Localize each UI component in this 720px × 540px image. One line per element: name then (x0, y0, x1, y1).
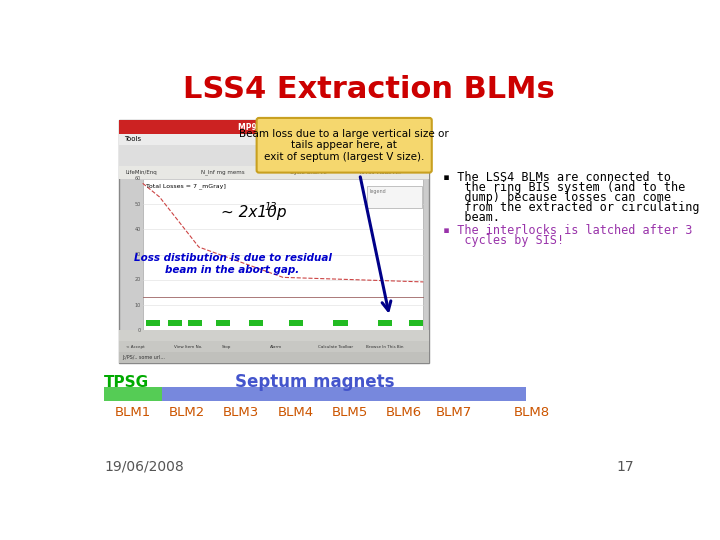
Text: Stop: Stop (222, 345, 231, 349)
Bar (120, 156, 429, 166)
Bar (162, 387, 526, 401)
Text: dump) because losses can come: dump) because losses can come (443, 191, 670, 204)
Text: BLM8: BLM8 (513, 406, 550, 420)
Text: Browse In This Bin: Browse In This Bin (366, 345, 403, 349)
Text: 10: 10 (135, 302, 141, 308)
Text: Total Losses = 7 _mGray]: Total Losses = 7 _mGray] (145, 184, 225, 190)
Bar (333, 320, 348, 326)
Text: Loss distibution is due to residual
beam in the abort gap.: Loss distibution is due to residual beam… (133, 253, 331, 274)
Bar (120, 134, 429, 145)
Text: 20: 20 (135, 278, 141, 282)
Text: Tools: Tools (124, 137, 141, 143)
Bar (120, 166, 429, 179)
Text: Beam loss due to a large vertical size or
tails appear here, at
exit of septum (: Beam loss due to a large vertical size o… (239, 129, 449, 162)
Text: MP9  Mains  Tor6: MP9 Mains Tor6 (238, 123, 311, 132)
Bar (216, 320, 230, 326)
Bar (379, 320, 392, 326)
FancyBboxPatch shape (256, 118, 432, 173)
Text: BLM7: BLM7 (436, 406, 472, 420)
Bar (289, 320, 302, 326)
Text: p: p (271, 205, 286, 220)
Bar (120, 120, 429, 363)
Text: ~ 2x10: ~ 2x10 (221, 205, 277, 220)
Text: J:/PS/.. some url...: J:/PS/.. some url... (122, 355, 166, 360)
Text: N Hlv Mods Mn: N Hlv Mods Mn (360, 170, 400, 175)
Text: 60: 60 (135, 176, 141, 181)
Text: TPSG: TPSG (104, 375, 149, 389)
Text: LifeMin/Enq: LifeMin/Enq (126, 170, 158, 175)
Bar (168, 320, 182, 326)
Text: legend: legend (369, 188, 386, 193)
Bar (104, 387, 162, 401)
Text: BLM5: BLM5 (331, 406, 368, 420)
Text: BLM4: BLM4 (277, 406, 313, 420)
Bar (145, 320, 160, 326)
Text: from the extracted or circulating: from the extracted or circulating (443, 201, 699, 214)
Text: 40: 40 (135, 227, 141, 232)
Text: cycles by SIS!: cycles by SIS! (443, 234, 564, 247)
Text: View Item No.: View Item No. (174, 345, 202, 349)
Bar (120, 330, 429, 341)
Text: ▪ The LSS4 BLMs are connected to: ▪ The LSS4 BLMs are connected to (443, 171, 670, 184)
Text: BLM2: BLM2 (168, 406, 205, 420)
Text: 19/06/2008: 19/06/2008 (104, 460, 184, 474)
Bar (367, 186, 422, 208)
Text: < Accept: < Accept (126, 345, 145, 349)
Text: LSS4 Extraction BLMs: LSS4 Extraction BLMs (183, 75, 555, 104)
Text: beam.: beam. (443, 211, 500, 224)
Text: the ring BIS system (and to the: the ring BIS system (and to the (443, 181, 685, 194)
Bar (120, 341, 429, 352)
Text: 30: 30 (135, 252, 141, 257)
Text: 17: 17 (616, 460, 634, 474)
Text: Septum magnets: Septum magnets (235, 373, 395, 391)
Text: Alarm: Alarm (270, 345, 282, 349)
Text: Cycle Chol Ml: Cycle Chol Ml (290, 170, 327, 175)
Bar (120, 145, 429, 156)
FancyArrowPatch shape (360, 177, 391, 310)
Text: 0: 0 (138, 328, 141, 333)
Text: BLM6: BLM6 (386, 406, 422, 420)
Text: BLM1: BLM1 (114, 406, 150, 420)
Bar (143, 179, 423, 330)
Bar (120, 352, 429, 363)
Text: ▪ The interlocks is latched after 3: ▪ The interlocks is latched after 3 (443, 224, 692, 237)
Text: 50: 50 (135, 201, 141, 206)
Bar (188, 320, 202, 326)
Text: N_lnf mg mems: N_lnf mg mems (201, 170, 245, 176)
Bar (249, 320, 264, 326)
Text: BLM3: BLM3 (223, 406, 259, 420)
Bar (120, 120, 429, 134)
Bar (409, 320, 423, 326)
Text: Calculate Toolbar: Calculate Toolbar (318, 345, 353, 349)
Text: 13: 13 (265, 202, 277, 212)
